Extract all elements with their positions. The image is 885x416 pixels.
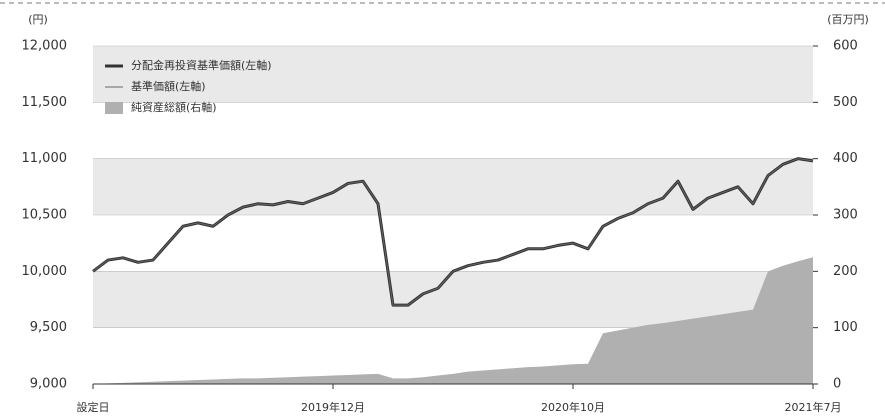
legend-label: 純資産総額(右軸)	[131, 100, 217, 114]
y2-tick-label: 400	[833, 151, 858, 166]
area	[93, 257, 813, 384]
x-tick-label: 2020年10月	[541, 400, 605, 414]
y-tick-label: 10,000	[22, 264, 68, 279]
x-tick-label: 2021年7月	[785, 400, 842, 414]
y2-axis-label: (百万円)	[827, 13, 869, 26]
y-tick-label: 9,000	[30, 377, 67, 392]
x-tick-label: 2019年12月	[301, 400, 365, 414]
y2-tick-label: 0	[833, 377, 841, 392]
x-tick-label: 設定日	[77, 400, 110, 414]
y-axis-label: (円)	[28, 13, 48, 26]
y-tick-label: 11,000	[22, 151, 68, 166]
y2-tick-label: 500	[833, 95, 858, 110]
legend-swatch	[105, 102, 123, 114]
legend-label: 基準価額(左軸)	[131, 79, 206, 93]
line	[92, 158, 814, 306]
grid-band	[93, 158, 813, 215]
y-tick-label: 10,500	[22, 208, 68, 223]
y2-tick-label: 300	[833, 208, 858, 223]
y2-tick-label: 100	[833, 320, 858, 335]
y-tick-label: 9,500	[30, 320, 67, 335]
y-tick-label: 12,000	[22, 39, 68, 54]
y-tick-label: 11,500	[22, 95, 68, 110]
legend-label: 分配金再投資基準価額(左軸)	[131, 58, 272, 72]
y2-tick-label: 200	[833, 264, 858, 279]
grid-band	[93, 271, 813, 328]
y2-tick-label: 600	[833, 39, 858, 54]
grid-band	[93, 46, 813, 103]
